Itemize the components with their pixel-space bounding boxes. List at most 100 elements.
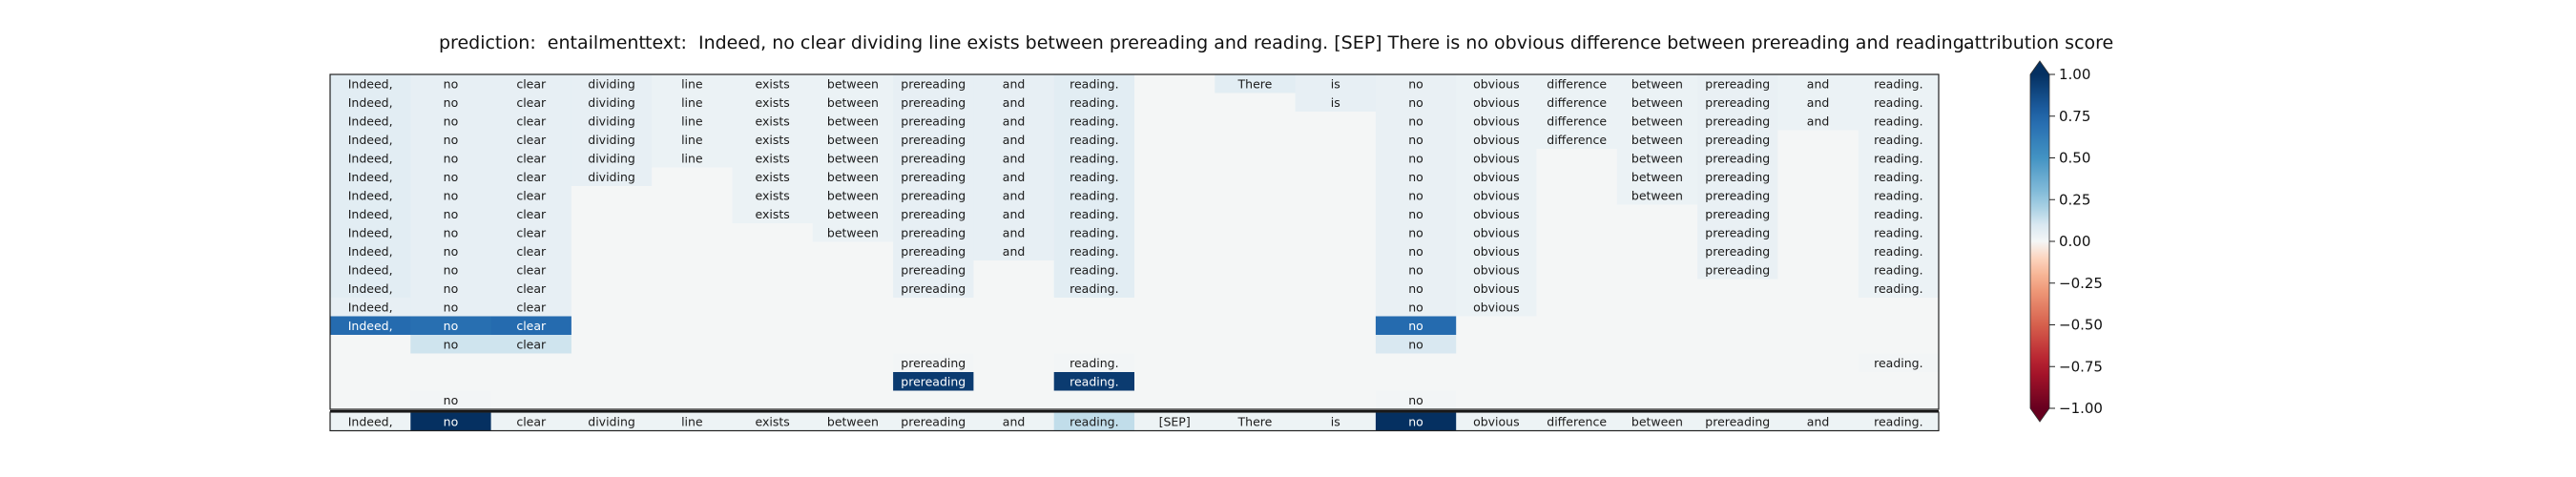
heatmap-cell <box>1375 316 1457 336</box>
bottom-token-label: prereading <box>901 414 966 428</box>
heatmap-cell <box>1295 260 1377 280</box>
cell-token-label: reading. <box>1070 262 1118 277</box>
heatmap-cell <box>330 74 411 93</box>
heatmap-cell <box>1134 74 1215 93</box>
bottom-token-cell <box>1697 412 1778 431</box>
cell-token-label: Indeed, <box>348 114 393 128</box>
heatmap-cell <box>1697 223 1778 242</box>
heatmap-cell <box>732 149 814 168</box>
heatmap-cell <box>1375 372 1457 391</box>
heatmap-cell <box>1777 372 1859 391</box>
heatmap-cell <box>1053 390 1135 410</box>
heatmap-cell <box>1295 298 1377 317</box>
heatmap-cell <box>410 204 492 224</box>
cell-token-label: reading. <box>1874 114 1922 128</box>
heatmap-cell <box>1616 186 1698 205</box>
heatmap-cell <box>1858 223 1940 242</box>
cell-token-label: reading. <box>1874 225 1922 239</box>
cell-token-label: difference <box>1547 76 1607 91</box>
heatmap-cell <box>330 353 411 373</box>
cell-token-label: reading. <box>1070 244 1118 259</box>
cell-token-label: clear <box>516 114 547 128</box>
heatmap-cell <box>1616 298 1698 317</box>
heatmap-cell <box>1215 223 1297 242</box>
cell-token-label: reading. <box>1070 356 1118 370</box>
heatmap-cell <box>1215 279 1297 299</box>
heatmap-cell <box>1053 335 1135 354</box>
heatmap-cell <box>1053 112 1135 131</box>
cell-token-label: no <box>444 114 459 128</box>
cell-token-label: clear <box>516 207 547 221</box>
heatmap-cell <box>732 74 814 93</box>
heatmap-cell <box>1456 112 1537 131</box>
heatmap-cell <box>1215 112 1297 131</box>
cell-token-label: clear <box>516 244 547 259</box>
cell-token-label: line <box>681 76 703 91</box>
heatmap-cell <box>1858 130 1940 150</box>
heatmap-cell <box>812 353 894 373</box>
heatmap-cell <box>652 204 733 224</box>
cell-token-label: no <box>1408 300 1423 314</box>
heatmap-cell <box>1134 298 1215 317</box>
cell-token-label: reading. <box>1070 114 1118 128</box>
heatmap-cell <box>1053 353 1135 373</box>
heatmap-cell <box>490 204 572 224</box>
heatmap-cell <box>571 316 653 336</box>
cell-token-label: no <box>444 281 459 296</box>
bottom-token-cell <box>1536 412 1618 431</box>
heatmap-cell <box>893 316 974 336</box>
heatmap-cell <box>1053 93 1135 113</box>
cell-token-label: and <box>1003 95 1026 110</box>
heatmap-cell <box>1215 74 1297 93</box>
heatmap-cell <box>571 335 653 354</box>
heatmap-cell <box>893 335 974 354</box>
heatmap-cell <box>1375 130 1457 150</box>
title-prediction: prediction: entailment <box>439 32 646 53</box>
cell-token-label: obvious <box>1473 207 1520 221</box>
cell-token-label: prereading <box>901 281 966 296</box>
heatmap-cell <box>893 372 974 391</box>
heatmap-cell <box>812 167 894 187</box>
heatmap-cell <box>1295 353 1377 373</box>
heatmap-cell <box>732 241 814 261</box>
heatmap-cell <box>812 372 894 391</box>
colorbar-gradient <box>2030 74 2049 408</box>
cell-token-label: reading. <box>1070 170 1118 184</box>
heatmap-cell <box>410 241 492 261</box>
heatmap-cell <box>973 316 1055 336</box>
heatmap-cell <box>973 223 1055 242</box>
heatmap-cell <box>1215 167 1297 187</box>
bottom-token-label: clear <box>516 414 547 428</box>
heatmap-cell <box>410 260 492 280</box>
cell-token-label: and <box>1807 95 1830 110</box>
heatmap-cell <box>1777 279 1859 299</box>
heatmap-cell <box>330 260 411 280</box>
bottom-token-row: Indeed, no clear dividing line exists between p… <box>330 412 1940 431</box>
cell-token-label: prereading <box>1705 225 1770 239</box>
heatmap-cell <box>973 241 1055 261</box>
cell-token-label: exists <box>756 76 790 91</box>
cell-token-label: exists <box>756 170 790 184</box>
heatmap-cell <box>1858 316 1940 336</box>
heatmap-cell <box>571 223 653 242</box>
cell-token-label: between <box>827 95 879 110</box>
heatmap-cell <box>1375 353 1457 373</box>
heatmap-cell <box>893 279 974 299</box>
cell-token-label: no <box>1408 76 1423 91</box>
cell-token-label: no <box>1408 170 1423 184</box>
heatmap-cell <box>1456 390 1537 410</box>
cell-token-label: clear <box>516 188 547 202</box>
cell-token-label: reading. <box>1874 207 1922 221</box>
heatmap-cell <box>330 149 411 168</box>
heatmap-cell <box>1456 130 1537 150</box>
bottom-token-cell <box>330 412 411 431</box>
heatmap-cell <box>1215 186 1297 205</box>
cell-token-label: prereading <box>901 207 966 221</box>
cell-token-label: clear <box>516 337 547 351</box>
heatmap-cell <box>1616 372 1698 391</box>
heatmap-cell <box>1456 74 1537 93</box>
cell-token-label: obvious <box>1473 95 1520 110</box>
bottom-token-cell <box>1456 412 1537 431</box>
cell-token-label: prereading <box>1705 170 1770 184</box>
cell-token-label: clear <box>516 225 547 239</box>
